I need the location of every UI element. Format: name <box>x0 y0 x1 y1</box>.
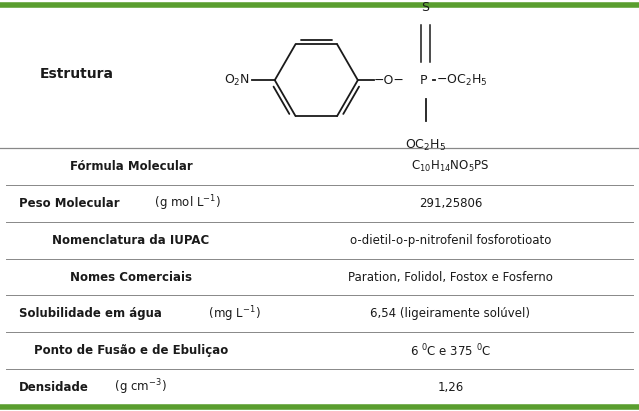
Text: Nomenclatura da IUPAC: Nomenclatura da IUPAC <box>52 233 210 247</box>
Text: S: S <box>422 1 429 14</box>
Text: Paration, Folidol, Fostox e Fosferno: Paration, Folidol, Fostox e Fosferno <box>348 270 553 284</box>
Text: Densidade: Densidade <box>19 381 89 394</box>
Text: −OC$_2$H$_5$: −OC$_2$H$_5$ <box>436 73 487 88</box>
Text: C$_{10}$H$_{14}$NO$_5$PS: C$_{10}$H$_{14}$NO$_5$PS <box>412 159 489 174</box>
Text: O$_2$N: O$_2$N <box>224 73 250 88</box>
Text: Fórmula Molecular: Fórmula Molecular <box>70 160 192 173</box>
Text: Peso Molecular: Peso Molecular <box>19 197 119 210</box>
Text: Ponto de Fusão e de Ebuliçao: Ponto de Fusão e de Ebuliçao <box>34 344 228 357</box>
Text: (mg L$^{-1}$): (mg L$^{-1}$) <box>206 304 261 324</box>
Text: 6,54 (ligeiramente solúvel): 6,54 (ligeiramente solúvel) <box>371 307 530 321</box>
Text: 1,26: 1,26 <box>437 381 464 394</box>
Text: Estrutura: Estrutura <box>40 67 114 81</box>
Text: P: P <box>420 74 427 87</box>
Text: (g mol L$^{-1}$): (g mol L$^{-1}$) <box>151 194 221 213</box>
Text: 291,25806: 291,25806 <box>419 197 482 210</box>
Text: Nomes Comerciais: Nomes Comerciais <box>70 270 192 284</box>
Text: Solubilidade em água: Solubilidade em água <box>19 307 162 321</box>
Text: −O−: −O− <box>374 74 404 87</box>
Text: o-dietil-o-p-nitrofenil fosforotioato: o-dietil-o-p-nitrofenil fosforotioato <box>350 233 551 247</box>
Text: OC$_2$H$_5$: OC$_2$H$_5$ <box>405 138 446 153</box>
Text: (g cm$^{-3}$): (g cm$^{-3}$) <box>111 378 167 397</box>
Text: 6 $^0$C e 375 $^0$C: 6 $^0$C e 375 $^0$C <box>410 342 491 359</box>
